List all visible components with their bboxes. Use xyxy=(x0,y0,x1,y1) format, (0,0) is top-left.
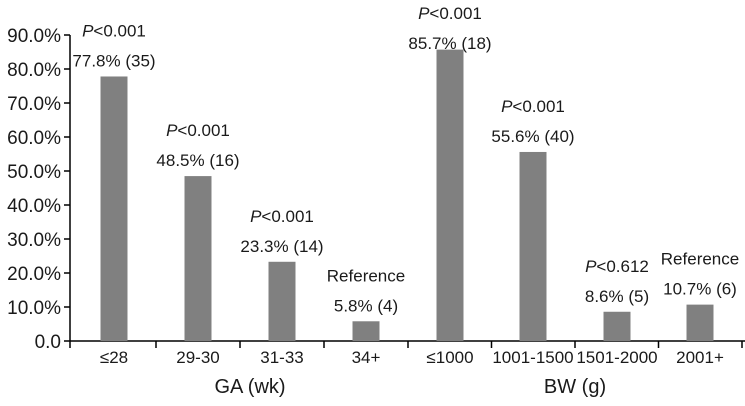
p-symbol: P xyxy=(585,257,597,276)
p-symbol: P xyxy=(166,121,178,140)
x-tick-label: 1001-1500 xyxy=(492,348,573,367)
p-symbol: P xyxy=(418,4,430,23)
p-value: <0.001 xyxy=(261,207,313,226)
group-label: GA (wk) xyxy=(214,376,285,398)
y-tick-label: 50.0% xyxy=(7,162,61,183)
p-value: <0.001 xyxy=(512,97,564,116)
p-value: Reference xyxy=(327,266,405,285)
annotation-value: 48.5% (16) xyxy=(156,151,239,170)
annotation-value: 10.7% (6) xyxy=(663,280,737,299)
annotation-value: 77.8% (35) xyxy=(72,51,155,70)
annotation-value: 23.3% (14) xyxy=(240,237,323,256)
annotation-pvalue: P<0.001 xyxy=(82,21,146,40)
p-symbol: P xyxy=(82,21,94,40)
annotation-value: 8.6% (5) xyxy=(585,287,649,306)
group-labels: GA (wk) BW (g) xyxy=(214,376,606,398)
x-axis: ≤28 29-30 31-33 34+ ≤1000 1001-1500 1501-2000 2… xyxy=(69,340,745,367)
x-tick-label: ≤28 xyxy=(100,348,128,367)
y-axis: 0.0 10.0% 20.0% 30.0% 40.0% 50.0% 60.0% 70.0% 80… xyxy=(7,26,71,353)
annotation-pvalue: Reference xyxy=(327,266,405,285)
annotation-value: 85.7% (18) xyxy=(408,34,491,53)
y-tick-label: 0.0 xyxy=(35,332,61,353)
annotation-pvalue: P<0.001 xyxy=(250,207,314,226)
y-tick-label: 70.0% xyxy=(7,94,61,115)
y-tick-label: 90.0% xyxy=(7,26,61,47)
x-tick-label: 29-30 xyxy=(176,348,219,367)
x-tick-label: 1501-2000 xyxy=(576,348,657,367)
p-symbol: P xyxy=(501,97,513,116)
bar xyxy=(184,176,212,341)
annotation-pvalue: P<0.612 xyxy=(585,257,649,276)
x-tick-label: 2001+ xyxy=(676,348,724,367)
p-symbol: P xyxy=(250,207,262,226)
x-tick-label: 31-33 xyxy=(260,348,303,367)
y-tick-label: 30.0% xyxy=(7,230,61,251)
bar xyxy=(100,76,128,341)
p-value: Reference xyxy=(661,250,739,269)
bar xyxy=(519,151,547,341)
bar xyxy=(686,304,714,341)
annotation-value: 5.8% (4) xyxy=(334,296,398,315)
annotation-pvalue: P<0.001 xyxy=(501,97,565,116)
bar xyxy=(352,321,380,341)
y-tick-label: 40.0% xyxy=(7,196,61,217)
p-value: <0.001 xyxy=(93,21,145,40)
x-tick-label: 34+ xyxy=(352,348,381,367)
bar xyxy=(268,261,296,341)
bar xyxy=(436,49,464,342)
p-value: <0.001 xyxy=(429,4,481,23)
annotation-value: 55.6% (40) xyxy=(491,127,574,146)
y-tick-label: 20.0% xyxy=(7,264,61,285)
y-tick-label: 10.0% xyxy=(7,298,61,319)
y-tick-label: 60.0% xyxy=(7,128,61,149)
annotation-pvalue: P<0.001 xyxy=(418,4,482,23)
p-value: <0.612 xyxy=(596,257,648,276)
x-tick-label: ≤1000 xyxy=(426,348,473,367)
bar xyxy=(603,311,631,341)
y-tick-label: 80.0% xyxy=(7,60,61,81)
group-label: BW (g) xyxy=(544,376,606,398)
bars xyxy=(100,49,714,342)
annotation-pvalue: Reference xyxy=(661,250,739,269)
p-value: <0.001 xyxy=(177,121,229,140)
annotation-pvalue: P<0.001 xyxy=(166,121,230,140)
